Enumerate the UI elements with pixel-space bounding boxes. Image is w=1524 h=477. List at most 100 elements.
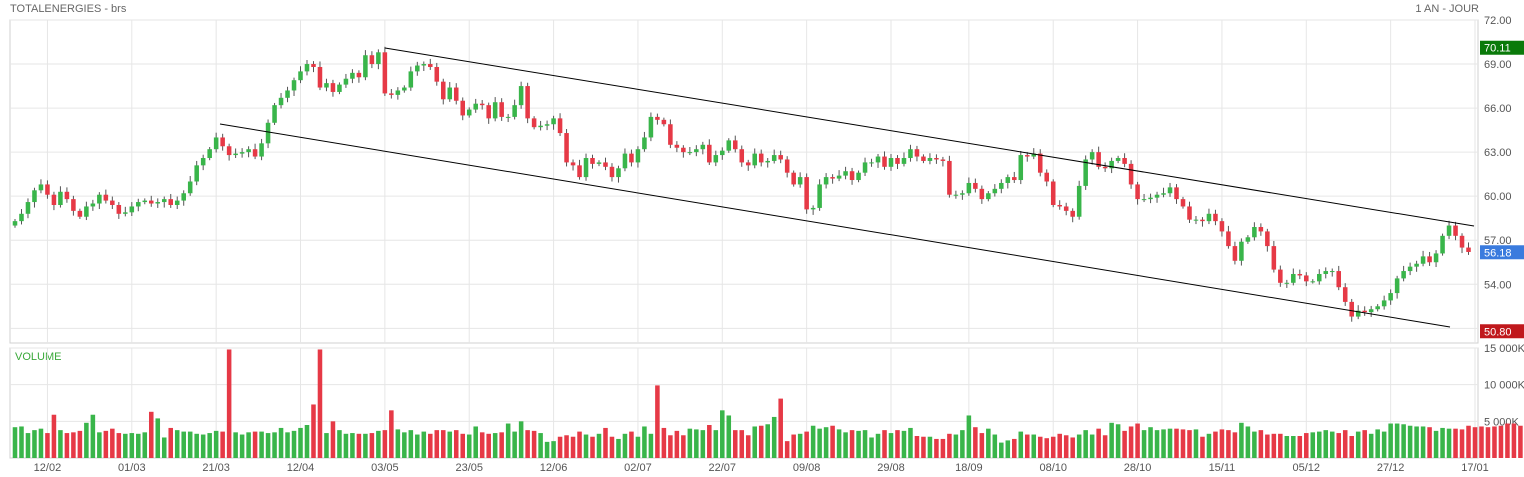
volume-bar <box>64 433 70 458</box>
x-tick-label: 08/10 <box>1039 462 1067 474</box>
volume-bar <box>25 433 31 458</box>
volume-bar <box>174 430 180 458</box>
candle <box>499 102 504 117</box>
candle <box>492 102 498 119</box>
volume-bar <box>1044 438 1050 458</box>
candle <box>564 133 569 163</box>
candle <box>1076 185 1082 217</box>
candle <box>1381 300 1387 307</box>
price-tick-label: 57.00 <box>1484 235 1512 247</box>
volume-bar <box>382 430 388 458</box>
candle <box>1271 246 1277 270</box>
candle <box>155 202 161 204</box>
candle <box>797 177 803 185</box>
volume-bar <box>1479 426 1484 458</box>
candle <box>804 177 809 210</box>
volume-bar <box>1115 424 1121 458</box>
candle <box>278 97 284 106</box>
candle <box>784 159 790 173</box>
candle <box>1024 155 1030 157</box>
volume-bar <box>882 430 887 458</box>
candle <box>123 212 128 214</box>
volume-bar <box>421 431 427 458</box>
candle <box>921 156 926 161</box>
candle <box>1154 194 1160 198</box>
candle <box>531 118 537 128</box>
price-tick-label: 72.00 <box>1484 15 1512 27</box>
candle <box>330 83 336 92</box>
volume-bar <box>324 433 329 458</box>
volume-bar <box>668 435 673 458</box>
candle <box>901 158 907 164</box>
candle <box>363 55 368 78</box>
volume-bar <box>466 434 472 458</box>
volume-bar <box>1070 437 1075 458</box>
candle <box>168 199 174 205</box>
candle <box>778 155 783 160</box>
candle <box>252 149 258 157</box>
volume-bar <box>934 438 939 458</box>
volume-bar <box>97 432 102 458</box>
volume-bar <box>817 428 822 458</box>
candle <box>1355 310 1361 317</box>
volume-bar <box>1459 429 1465 458</box>
x-tick-label: 09/08 <box>793 462 821 474</box>
volume-bar <box>265 433 271 458</box>
x-tick-label: 12/06 <box>540 462 568 474</box>
volume-bar <box>720 410 725 458</box>
candle <box>856 172 861 181</box>
candle <box>973 182 978 189</box>
candle <box>291 80 297 91</box>
candle <box>434 66 440 82</box>
volume-bar <box>304 425 310 458</box>
candle <box>1141 199 1147 201</box>
candle <box>823 177 829 185</box>
volume-bar <box>901 430 907 458</box>
candle <box>473 103 478 110</box>
candle <box>466 109 472 116</box>
volume-bar <box>1466 425 1471 458</box>
volume-bar <box>187 431 193 458</box>
price-panel-frame <box>9 19 1479 344</box>
candle <box>259 143 264 157</box>
candle <box>979 188 985 200</box>
candle <box>1226 231 1231 247</box>
volume-bar <box>570 436 576 458</box>
volume-bar <box>1304 433 1309 458</box>
x-tick-label: 12/04 <box>287 462 315 474</box>
candle <box>596 162 602 164</box>
candle <box>317 66 323 88</box>
volume-bar <box>752 426 758 458</box>
candle <box>148 200 154 204</box>
candle <box>265 122 271 144</box>
volume-bar <box>694 429 699 458</box>
volume-bar <box>1297 436 1303 458</box>
volume-bar <box>12 427 18 458</box>
candle <box>557 118 563 134</box>
candle <box>1284 282 1290 284</box>
candle <box>453 87 459 101</box>
volume-bar <box>823 427 829 458</box>
candle <box>642 137 647 150</box>
candle <box>817 184 822 208</box>
volume-bar <box>38 428 44 458</box>
volume-bar <box>1167 428 1173 458</box>
candle <box>440 81 446 100</box>
candle <box>1407 266 1413 272</box>
candle <box>914 149 920 157</box>
candle <box>583 158 589 178</box>
volume-bar <box>116 433 122 458</box>
candle <box>635 149 641 163</box>
volume-bar <box>1161 429 1166 458</box>
chart-title: TOTALENERGIES - brs <box>10 3 127 15</box>
candle <box>544 124 550 126</box>
volume-bar <box>1245 426 1251 458</box>
candle <box>992 188 998 194</box>
candle <box>1310 281 1316 283</box>
volume-bar <box>1193 429 1199 458</box>
candle <box>1174 187 1179 200</box>
volume-bar <box>1252 431 1257 458</box>
volume-bar <box>486 433 491 458</box>
high-price-badge <box>1480 40 1524 55</box>
volume-bar <box>1453 428 1458 458</box>
